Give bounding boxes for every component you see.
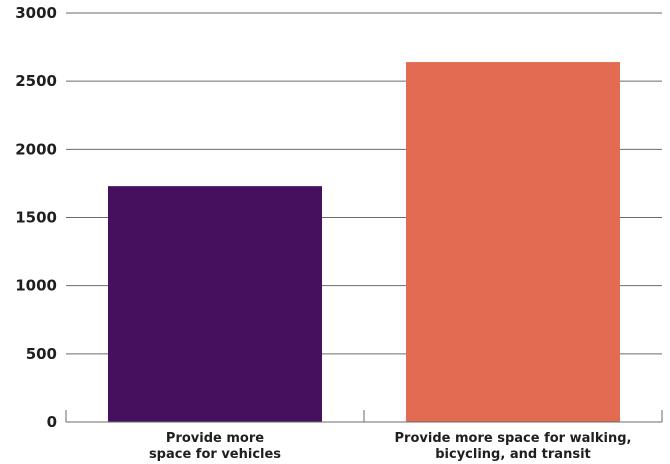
y-tick-label: 1000	[15, 277, 57, 295]
bar	[108, 186, 322, 422]
bars	[108, 62, 620, 423]
y-tick-label: 2000	[15, 140, 57, 158]
x-category-line: space for vehicles	[149, 447, 281, 462]
x-category-label: Provide more space for walking, bicycling…	[395, 431, 632, 462]
y-tick-label: 2500	[15, 72, 57, 90]
x-category-line: Provide more space for walking,	[395, 431, 632, 446]
x-category-line: Provide more	[166, 431, 264, 446]
y-tick-label: 0	[47, 413, 57, 431]
y-tick-label: 1500	[15, 209, 57, 227]
y-tick-label: 3000	[15, 4, 57, 22]
bar	[406, 62, 620, 423]
y-axis-ticks: 0 500 1000 1500 2000 2500 3000	[15, 4, 57, 431]
y-tick-label: 500	[26, 345, 57, 363]
x-category-line: bicycling, and transit	[435, 447, 591, 462]
x-axis	[65, 410, 663, 423]
x-category-label: Provide more space for vehicles	[149, 431, 281, 462]
